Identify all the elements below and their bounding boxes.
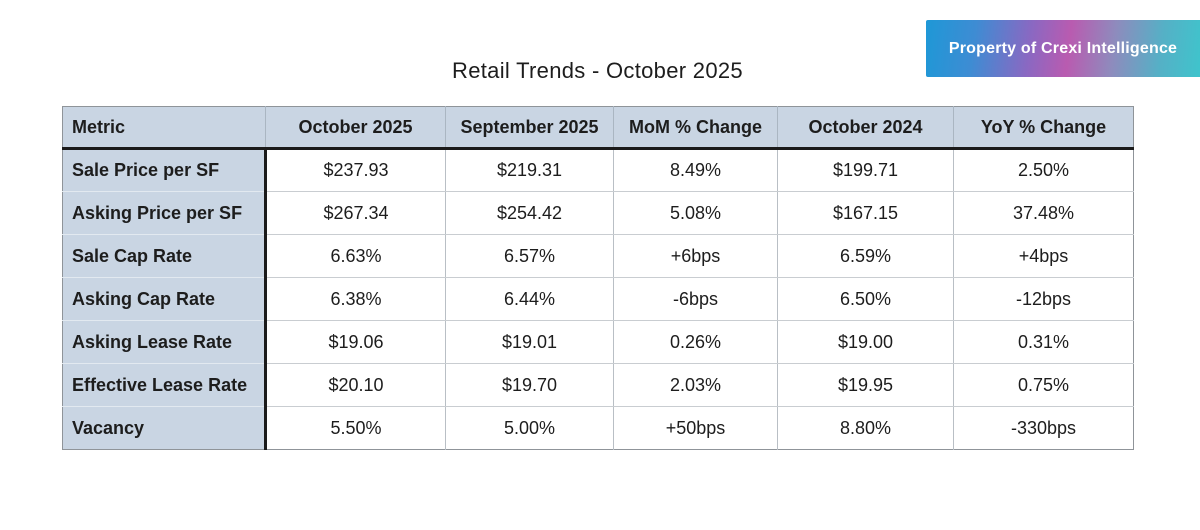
column-header-october-2025: October 2025 xyxy=(265,106,446,150)
value-cell: -12bps xyxy=(953,277,1134,321)
value-cell: 0.75% xyxy=(953,363,1134,407)
metric-cell: Vacancy xyxy=(62,406,267,450)
value-cell: 6.44% xyxy=(445,277,614,321)
value-cell: $19.70 xyxy=(445,363,614,407)
value-cell: $199.71 xyxy=(777,148,954,192)
value-cell: $219.31 xyxy=(445,148,614,192)
value-cell: +50bps xyxy=(613,406,778,450)
retail-trends-table: Metric October 2025 September 2025 MoM % Ch… xyxy=(62,106,1134,450)
metric-cell: Asking Lease Rate xyxy=(62,320,267,364)
column-header-metric: Metric xyxy=(62,106,266,150)
table-body: Sale Price per SF $237.93 $219.31 8.49% $199… xyxy=(62,148,1134,450)
column-header-yoy-change: YoY % Change xyxy=(953,106,1134,150)
value-cell: $19.01 xyxy=(445,320,614,364)
table-row: Effective Lease Rate $20.10 $19.70 2.03% $19… xyxy=(62,363,1134,407)
value-cell: $167.15 xyxy=(777,191,954,235)
table-row: Sale Price per SF $237.93 $219.31 8.49% $199… xyxy=(62,148,1134,192)
column-header-september-2025: September 2025 xyxy=(445,106,614,150)
value-cell: -330bps xyxy=(953,406,1134,450)
value-cell: 6.57% xyxy=(445,234,614,278)
value-cell: 5.00% xyxy=(445,406,614,450)
value-cell: 0.26% xyxy=(613,320,778,364)
value-cell: 2.03% xyxy=(613,363,778,407)
crexi-intelligence-badge: Property of Crexi Intelligence xyxy=(926,20,1200,77)
value-cell: $19.95 xyxy=(777,363,954,407)
value-cell: 5.50% xyxy=(265,406,446,450)
value-cell: 5.08% xyxy=(613,191,778,235)
value-cell: $19.06 xyxy=(265,320,446,364)
metric-cell: Effective Lease Rate xyxy=(62,363,267,407)
value-cell: 6.63% xyxy=(265,234,446,278)
value-cell: 8.80% xyxy=(777,406,954,450)
value-cell: 6.50% xyxy=(777,277,954,321)
table-row: Asking Lease Rate $19.06 $19.01 0.26% $19.00… xyxy=(62,320,1134,364)
metric-cell: Asking Cap Rate xyxy=(62,277,267,321)
value-cell: 0.31% xyxy=(953,320,1134,364)
value-cell: +4bps xyxy=(953,234,1134,278)
table-row: Asking Cap Rate 6.38% 6.44% -6bps 6.50% -12bp… xyxy=(62,277,1134,321)
metric-cell: Sale Price per SF xyxy=(62,148,267,192)
value-cell: 37.48% xyxy=(953,191,1134,235)
badge-label: Property of Crexi Intelligence xyxy=(948,39,1178,57)
value-cell: 2.50% xyxy=(953,148,1134,192)
value-cell: $254.42 xyxy=(445,191,614,235)
value-cell: 6.38% xyxy=(265,277,446,321)
table-header: Metric October 2025 September 2025 MoM % Ch… xyxy=(62,106,1134,150)
header-row: Metric October 2025 September 2025 MoM % Ch… xyxy=(62,106,1134,150)
table-row: Vacancy 5.50% 5.00% +50bps 8.80% -330bps xyxy=(62,406,1134,450)
value-cell: 8.49% xyxy=(613,148,778,192)
table-row: Sale Cap Rate 6.63% 6.57% +6bps 6.59% +4bps xyxy=(62,234,1134,278)
value-cell: 6.59% xyxy=(777,234,954,278)
value-cell: $237.93 xyxy=(265,148,446,192)
column-header-october-2024: October 2024 xyxy=(777,106,954,150)
value-cell: $20.10 xyxy=(265,363,446,407)
metric-cell: Asking Price per SF xyxy=(62,191,267,235)
value-cell: -6bps xyxy=(613,277,778,321)
metric-cell: Sale Cap Rate xyxy=(62,234,267,278)
page-title: Retail Trends - October 2025 xyxy=(452,58,743,83)
value-cell: +6bps xyxy=(613,234,778,278)
value-cell: $19.00 xyxy=(777,320,954,364)
column-header-mom-change: MoM % Change xyxy=(613,106,778,150)
table-row: Asking Price per SF $267.34 $254.42 5.08% $1… xyxy=(62,191,1134,235)
value-cell: $267.34 xyxy=(265,191,446,235)
